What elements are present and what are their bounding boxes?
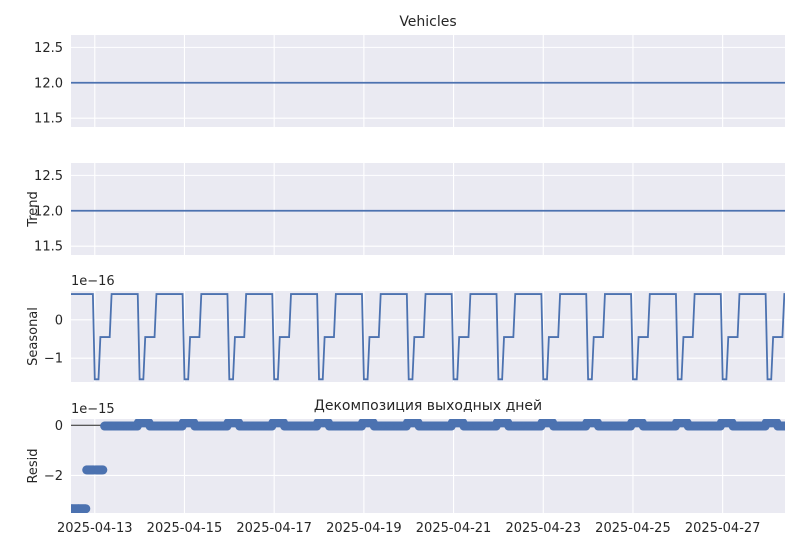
- resid-point: [786, 422, 795, 431]
- y-axis-label-seasonal: Seasonal: [26, 307, 41, 366]
- y-axis-label-resid: Resid: [26, 448, 41, 483]
- resid-point: [788, 422, 797, 431]
- x-tick-label: 2025-04-15: [147, 521, 223, 536]
- resid-point: [790, 422, 799, 431]
- resid-point: [81, 504, 91, 513]
- y-tick-label-resid: −2: [44, 469, 63, 484]
- series-line-seasonal: [71, 293, 785, 381]
- y-tick-label-seasonal: −1: [44, 352, 63, 367]
- x-tick-label: 2025-04-13: [57, 521, 133, 536]
- y-tick-label-resid: 0: [55, 419, 63, 434]
- plot-area-observed: [71, 35, 785, 127]
- resid-markers: [71, 419, 800, 513]
- panel-title-observed: Vehicles: [399, 14, 456, 30]
- offset-text-seasonal: 1e−16: [71, 274, 115, 289]
- y-tick-label-trend: 12.0: [34, 204, 63, 219]
- resid-point: [793, 422, 800, 431]
- y-axis-label-trend: Trend: [26, 191, 41, 228]
- offset-text-resid: 1e−15: [71, 402, 115, 417]
- plot-area-trend: [71, 163, 785, 255]
- y-tick-label-observed: 12.5: [34, 41, 63, 56]
- x-tick-label: 2025-04-17: [236, 521, 312, 536]
- x-tick-label: 2025-04-21: [416, 521, 492, 536]
- y-tick-label-seasonal: 0: [55, 313, 63, 328]
- panel-title-resid: Декомпозиция выходных дней: [314, 398, 542, 414]
- y-tick-label-trend: 12.5: [34, 169, 63, 184]
- resid-point: [794, 422, 800, 431]
- y-tick-label-observed: 11.5: [34, 112, 63, 127]
- resid-point: [796, 422, 800, 431]
- resid-point: [791, 422, 800, 431]
- resid-point: [792, 422, 800, 431]
- x-tick-label: 2025-04-25: [595, 521, 671, 536]
- resid-point: [784, 425, 785, 427]
- x-tick-label: 2025-04-23: [505, 521, 581, 536]
- resid-point: [789, 422, 798, 431]
- resid-point: [98, 465, 108, 475]
- resid-point: [787, 422, 796, 431]
- resid-point: [789, 422, 798, 431]
- resid-point: [784, 423, 785, 429]
- resid-point: [797, 422, 800, 431]
- resid-point: [795, 422, 800, 431]
- plot-area-resid: [71, 419, 785, 513]
- x-tick-label: 2025-04-19: [326, 521, 402, 536]
- y-tick-label-observed: 12.0: [34, 76, 63, 91]
- x-tick-label: 2025-04-27: [685, 521, 761, 536]
- y-tick-label-trend: 11.5: [34, 240, 63, 255]
